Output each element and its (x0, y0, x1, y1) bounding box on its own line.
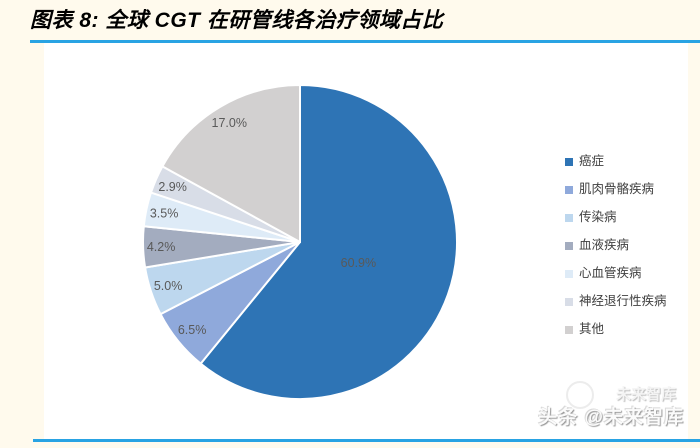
pie-chart: 60.9% 6.5% 5.0% 4.2% 3.5% 2.9% 17.0% (142, 84, 458, 400)
bottom-accent-line (33, 439, 700, 442)
legend-item-3: 血液疾病 (565, 235, 667, 256)
chart-title: 图表 8: 全球 CGT 在研管线各治疗领域占比 (30, 9, 444, 32)
watermark: 未来智库 头条 @未来智库 (516, 381, 686, 431)
legend-swatch-icon (565, 213, 573, 222)
legend-swatch-icon (565, 241, 573, 250)
legend-label: 心血管疾病 (579, 266, 642, 281)
legend-item-6: 其他 (565, 319, 667, 340)
watermark-logo-circle (566, 381, 594, 409)
legend-swatch-icon (565, 185, 573, 194)
pie-slice-label-0: 60.9% (341, 256, 376, 270)
pie-slice-label-6: 17.0% (212, 116, 247, 130)
legend-label: 癌症 (579, 154, 605, 169)
pie-slice-label-2: 5.0% (154, 279, 183, 293)
pie-slice-label-4: 3.5% (150, 206, 179, 220)
watermark-ghost-text: 未来智库 (615, 386, 676, 403)
pie-slice-label-1: 6.5% (178, 323, 207, 337)
legend-item-0: 癌症 (565, 151, 667, 172)
legend-swatch-icon (565, 297, 573, 306)
legend-swatch-icon (565, 269, 573, 278)
legend-label: 传染病 (579, 210, 617, 225)
pie-slice-label-3: 4.2% (147, 240, 176, 254)
pie-slice-0 (199, 84, 458, 400)
legend-label: 血液疾病 (579, 238, 630, 253)
legend-item-1: 肌肉骨骼疾病 (565, 179, 667, 200)
chart-panel: 60.9% 6.5% 5.0% 4.2% 3.5% 2.9% 17.0% 癌症肌肉骨骼疾病传… (44, 43, 688, 439)
legend-label: 其他 (579, 322, 605, 337)
legend-swatch-icon (565, 157, 573, 166)
legend-swatch-icon (565, 325, 573, 334)
pie-slice-label-5: 2.9% (158, 180, 187, 194)
legend-label: 肌肉骨骼疾病 (579, 182, 655, 197)
chart-legend: 癌症肌肉骨骼疾病 传染病血液疾病心血管疾病神经退行性疾病 其他 (565, 151, 667, 347)
pie-slice-6 (161, 84, 301, 243)
legend-label: 神经退行性疾病 (579, 294, 667, 309)
legend-item-4: 心血管疾病 (565, 263, 667, 284)
legend-item-2: 传染病 (565, 207, 667, 228)
watermark-text: 头条 @未来智库 (538, 407, 684, 428)
title-underline (30, 40, 700, 43)
legend-item-5: 神经退行性疾病 (565, 291, 667, 312)
